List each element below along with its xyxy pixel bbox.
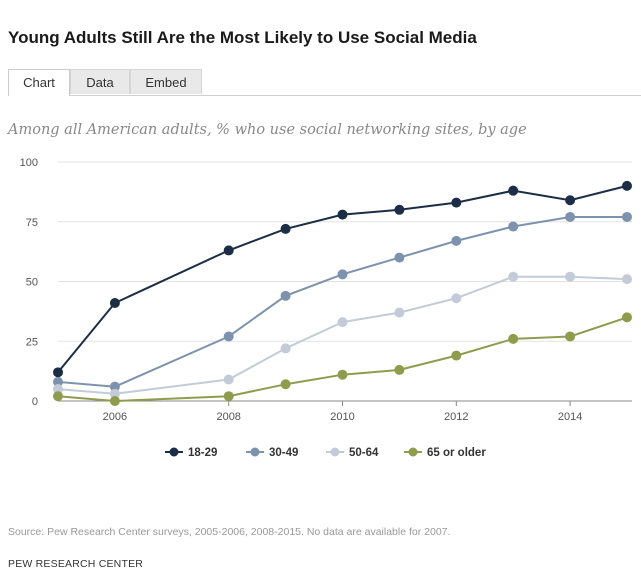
series-line — [57, 184, 628, 373]
data-point — [565, 195, 576, 206]
legend-item: 65 or older — [404, 447, 486, 459]
legend-label: 18-29 — [188, 447, 217, 459]
data-point — [337, 369, 348, 380]
data-point — [53, 391, 63, 402]
data-point — [53, 367, 63, 378]
y-tick-label: 0 — [32, 396, 38, 408]
data-point — [337, 317, 348, 328]
source-note: Source: Pew Research Center surveys, 200… — [8, 526, 451, 538]
data-point — [394, 364, 405, 375]
tab-embed[interactable]: Embed — [130, 69, 202, 94]
data-point — [565, 211, 576, 222]
series-65-or-older — [53, 312, 632, 406]
data-point — [394, 252, 405, 263]
x-tick-label: 2012 — [444, 411, 468, 423]
chart-subtitle: Among all American adults, % who use soc… — [8, 122, 527, 138]
data-point — [109, 396, 120, 406]
tab-bar: Chart Data Embed — [8, 69, 641, 96]
data-point — [53, 376, 63, 387]
data-point — [223, 331, 234, 342]
data-point — [622, 274, 632, 285]
data-point — [53, 384, 63, 395]
legend-item: 50-64 — [326, 447, 379, 459]
legend-item: 30-49 — [246, 447, 298, 459]
data-point — [280, 379, 291, 390]
line-chart: 0 25 50 75 100 2006 2008 2010 2012 2014 18-29 30-… — [20, 157, 632, 459]
data-point — [394, 307, 405, 318]
data-point — [622, 211, 632, 222]
data-point — [508, 221, 519, 232]
legend-marker — [169, 447, 179, 457]
series-line — [57, 316, 628, 403]
x-tick-label: 2014 — [558, 411, 582, 423]
series-30-49 — [53, 211, 632, 392]
series-line — [57, 275, 628, 395]
data-point — [109, 388, 120, 399]
data-point — [337, 209, 348, 220]
series-line — [57, 216, 627, 388]
y-axis: 0 25 50 75 100 — [20, 157, 38, 408]
data-point — [508, 185, 519, 196]
legend-marker — [250, 447, 260, 457]
legend-marker — [408, 447, 418, 457]
data-point — [280, 223, 291, 234]
tab-data[interactable]: Data — [70, 69, 130, 94]
data-point — [451, 350, 462, 361]
legend-label: 50-64 — [349, 447, 379, 459]
y-tick-label: 100 — [20, 157, 38, 169]
chart-title: Young Adults Still Are the Most Likely t… — [8, 28, 477, 47]
x-axis: 2006 2008 2010 2012 2014 — [58, 400, 632, 423]
data-point — [280, 343, 291, 354]
data-point — [223, 245, 234, 256]
series-18-29 — [53, 180, 632, 378]
series-50-64 — [53, 271, 632, 399]
legend-label: 65 or older — [427, 447, 486, 459]
x-tick-label: 2006 — [103, 411, 127, 423]
data-point — [280, 290, 291, 301]
data-point — [223, 391, 234, 402]
data-point — [109, 298, 120, 309]
data-point — [622, 180, 632, 191]
tab-chart[interactable]: Chart — [8, 69, 70, 96]
y-tick-label: 50 — [26, 277, 38, 289]
data-point — [223, 374, 234, 385]
data-point — [337, 269, 348, 280]
data-point — [451, 197, 462, 208]
data-point — [451, 293, 462, 304]
data-point — [109, 381, 120, 392]
x-tick-label: 2010 — [330, 411, 354, 423]
y-tick-label: 25 — [26, 336, 38, 348]
data-point — [451, 235, 462, 246]
legend-label: 30-49 — [269, 447, 298, 459]
data-point — [508, 333, 519, 344]
y-tick-label: 75 — [26, 217, 38, 229]
data-point — [622, 312, 632, 323]
data-point — [394, 204, 405, 215]
data-point — [508, 271, 519, 282]
legend-marker — [330, 447, 340, 457]
organization-name: PEW RESEARCH CENTER — [8, 558, 144, 570]
series-lines — [53, 180, 632, 406]
legend: 18-29 30-49 50-64 65 or older — [165, 447, 486, 459]
data-point — [565, 271, 576, 282]
legend-item: 18-29 — [165, 447, 217, 459]
gridlines — [58, 161, 632, 342]
x-tick-label: 2008 — [216, 411, 240, 423]
data-point — [565, 331, 576, 342]
